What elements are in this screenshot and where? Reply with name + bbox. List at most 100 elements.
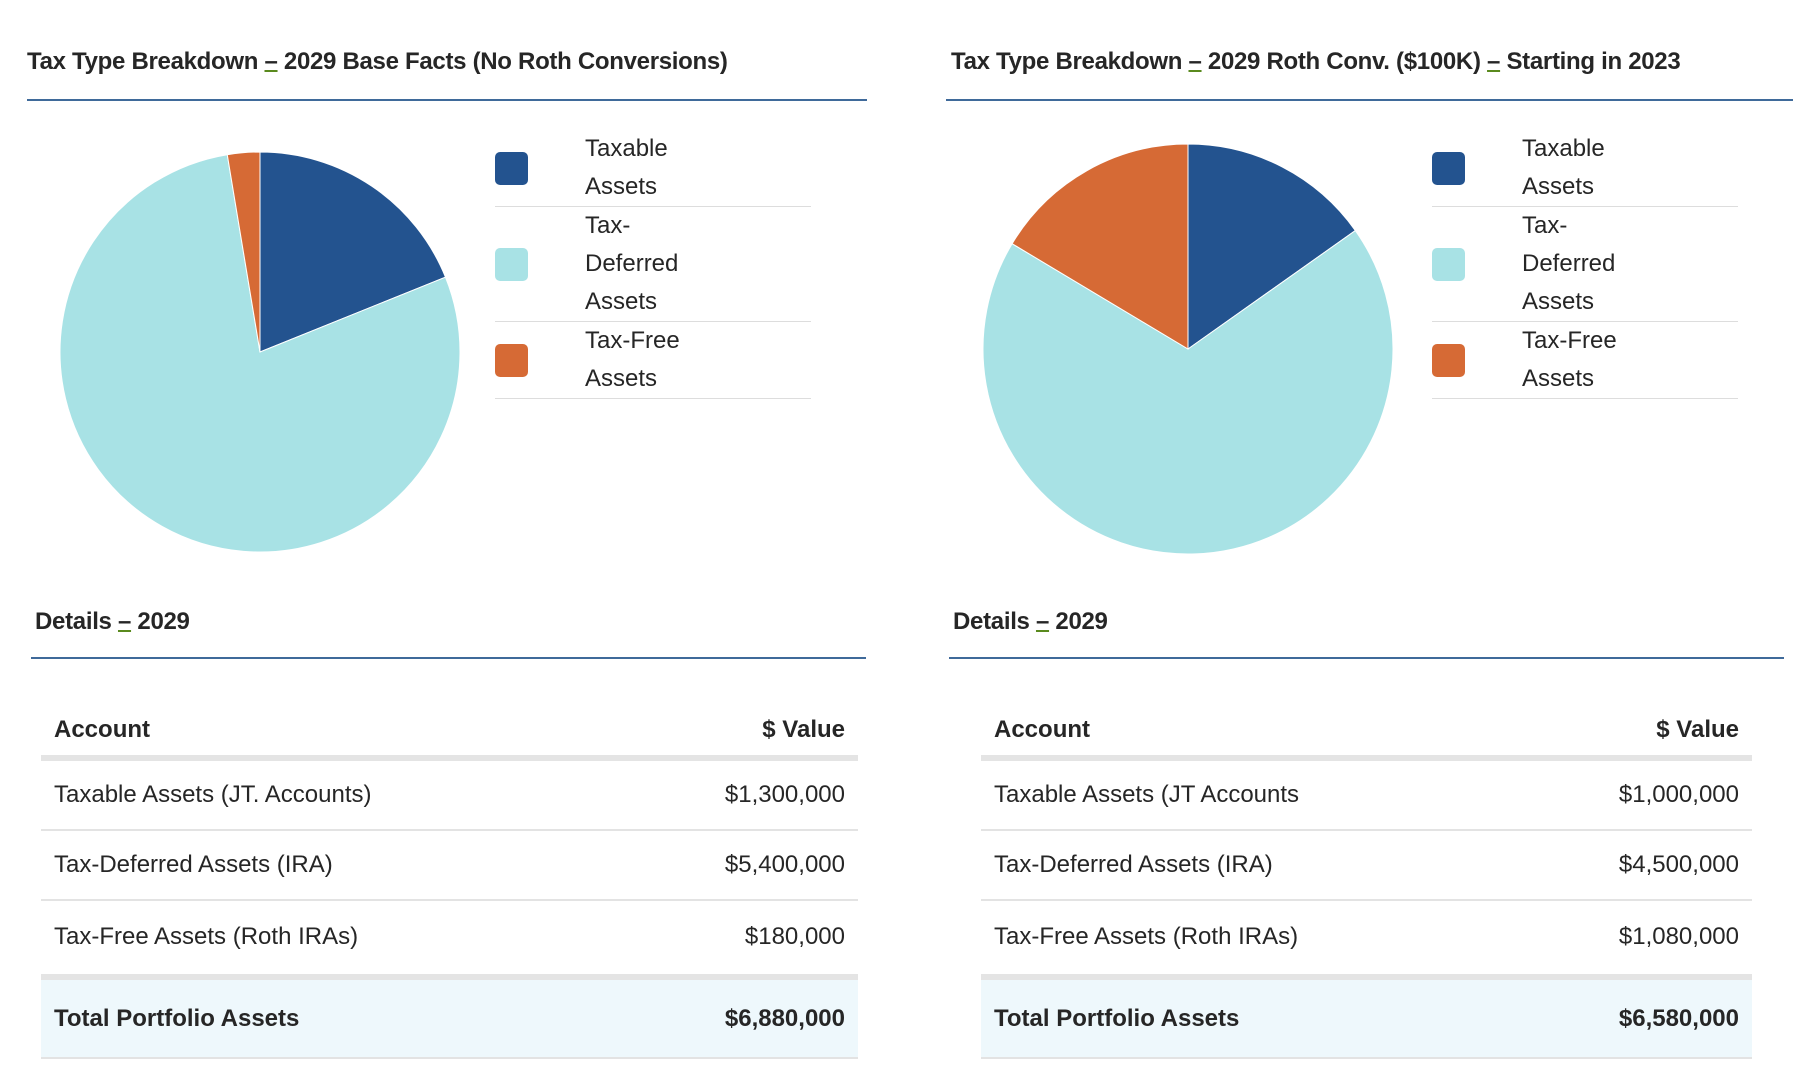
legend-swatch (1432, 151, 1465, 185)
details-text: 2029 (131, 608, 190, 635)
pie-slice-tax-free (1011, 143, 1189, 350)
title-text: Tax Type Breakdown (951, 48, 1189, 75)
legend-swatch (1432, 343, 1465, 377)
chart-title-right: Tax Type Breakdown – 2029 Roth Conv. ($1… (951, 48, 1681, 76)
title-dash: – (1487, 48, 1501, 75)
pie-slice-tax-deferred (982, 229, 1394, 555)
pie-slice-taxable (1187, 143, 1357, 350)
legend-swatch (495, 151, 528, 185)
legend-label-line: Taxable (585, 135, 668, 162)
table-row: Tax-Deferred Assets (IRA) $5,400,000 (41, 831, 858, 899)
table-divider (41, 899, 858, 901)
account-cell: Taxable Assets (JT Accounts (994, 781, 1300, 808)
table-divider (981, 974, 1752, 980)
legend-item-tax-deferred: Tax- Deferred Assets (1432, 207, 1738, 322)
value-cell: $6,880,000 (724, 1004, 845, 1032)
details-text: 2029 (1049, 608, 1108, 635)
table-row: Taxable Assets (JT Accounts $1,000,000 (981, 761, 1752, 829)
legend-swatch (1432, 247, 1465, 281)
value-cell: $6,580,000 (1618, 1004, 1739, 1032)
table-header: Account $ Value (981, 705, 1752, 755)
details-table-right: Account $ Value Taxable Assets (JT Account… (981, 700, 1752, 1070)
table-total-row: Total Portfolio Assets $6,880,000 (41, 980, 858, 1057)
legend-left: Taxable Assets Tax- Deferred Assets Tax-Free A… (495, 130, 811, 399)
legend-label-line: Tax- (585, 212, 631, 239)
table-divider (41, 974, 858, 980)
details-text: Details (953, 608, 1036, 635)
table-header: Account $ Value (41, 705, 858, 755)
legend-item-taxable: Taxable Assets (495, 130, 811, 207)
account-cell: Account (994, 716, 1090, 743)
value-cell: $1,000,000 (1618, 781, 1739, 808)
table-row: Tax-Deferred Assets (IRA) $4,500,000 (981, 831, 1752, 899)
table-row: Tax-Free Assets (Roth IRAs) $180,000 (41, 903, 858, 971)
legend-label-line: Assets (585, 365, 658, 392)
pie-chart-left (59, 151, 461, 553)
title-text: 2029 Roth Conv. ($100K) (1201, 48, 1488, 75)
table-divider (41, 755, 858, 761)
legend-label-line: Tax-Free (1522, 327, 1617, 354)
legend-label-line: Tax-Free (585, 327, 680, 354)
legend-label: Tax- Deferred Assets (585, 207, 678, 321)
legend-label: Tax- Deferred Assets (1522, 207, 1615, 321)
account-cell: Account (54, 716, 150, 743)
legend-label-line: Assets (585, 288, 658, 315)
legend-label: Taxable Assets (1522, 130, 1605, 206)
value-cell: $180,000 (744, 923, 845, 950)
account-cell: Taxable Assets (JT. Accounts) (54, 781, 372, 808)
pie-slice-taxable (259, 151, 447, 353)
table-divider (981, 899, 1752, 901)
details-dash: – (1035, 608, 1050, 635)
legend-item-taxable: Taxable Assets (1432, 130, 1738, 207)
title-dash: – (1188, 48, 1202, 75)
legend-swatch (495, 247, 528, 281)
account-cell: Total Portfolio Assets (54, 1004, 300, 1032)
pie-slice-tax-free (226, 151, 261, 353)
account-cell: Total Portfolio Assets (994, 1004, 1240, 1032)
legend-label-line: Assets (1522, 173, 1595, 200)
value-cell: $1,300,000 (724, 781, 845, 808)
details-dash: – (117, 608, 132, 635)
value-cell: $5,400,000 (724, 851, 845, 878)
legend-label-line: Assets (1522, 288, 1595, 315)
legend-label: Tax-Free Assets (1522, 322, 1617, 398)
title-text: Tax Type Breakdown (27, 48, 265, 75)
legend-swatch (495, 343, 528, 377)
value-cell: $4,500,000 (1618, 851, 1739, 878)
details-rule (31, 657, 866, 659)
legend-item-tax-free: Tax-Free Assets (495, 322, 811, 399)
pie-chart-right (982, 143, 1394, 555)
value-cell: $ Value (1656, 716, 1739, 743)
legend-label-line: Deferred (1522, 250, 1616, 277)
pie-slice-tax-deferred (59, 154, 461, 553)
details-text: Details (35, 608, 118, 635)
title-text: Starting in 2023 (1500, 48, 1681, 75)
account-cell: Tax-Free Assets (Roth IRAs) (994, 923, 1299, 950)
details-title-left: Details – 2029 (35, 608, 190, 636)
table-total-row: Total Portfolio Assets $6,580,000 (981, 980, 1752, 1057)
details-title-right: Details – 2029 (953, 608, 1108, 636)
title-dash: – (264, 48, 278, 75)
table-divider (41, 1057, 858, 1059)
details-rule (949, 657, 1784, 659)
chart-title-left: Tax Type Breakdown – 2029 Base Facts (No… (27, 48, 728, 76)
table-row: Tax-Free Assets (Roth IRAs) $1,080,000 (981, 903, 1752, 971)
legend-item-tax-free: Tax-Free Assets (1432, 322, 1738, 399)
table-divider (981, 1057, 1752, 1059)
legend-label-line: Taxable (1522, 135, 1605, 162)
legend-label-line: Tax- (1522, 212, 1568, 239)
table-divider (41, 829, 858, 831)
value-cell: $1,080,000 (1618, 923, 1739, 950)
legend-label-line: Assets (585, 173, 658, 200)
legend-label-line: Assets (1522, 365, 1595, 392)
table-row: Taxable Assets (JT. Accounts) $1,300,000 (41, 761, 858, 829)
details-table-left: Account $ Value Taxable Assets (JT. Accoun… (41, 700, 858, 1070)
account-cell: Tax-Deferred Assets (IRA) (54, 851, 333, 878)
title-rule (946, 99, 1793, 101)
legend-right: Taxable Assets Tax- Deferred Assets Tax-Free A… (1432, 130, 1738, 399)
account-cell: Tax-Deferred Assets (IRA) (994, 851, 1273, 878)
table-divider (981, 829, 1752, 831)
legend-label-line: Deferred (585, 250, 679, 277)
legend-item-tax-deferred: Tax- Deferred Assets (495, 207, 811, 322)
account-cell: Tax-Free Assets (Roth IRAs) (54, 923, 359, 950)
